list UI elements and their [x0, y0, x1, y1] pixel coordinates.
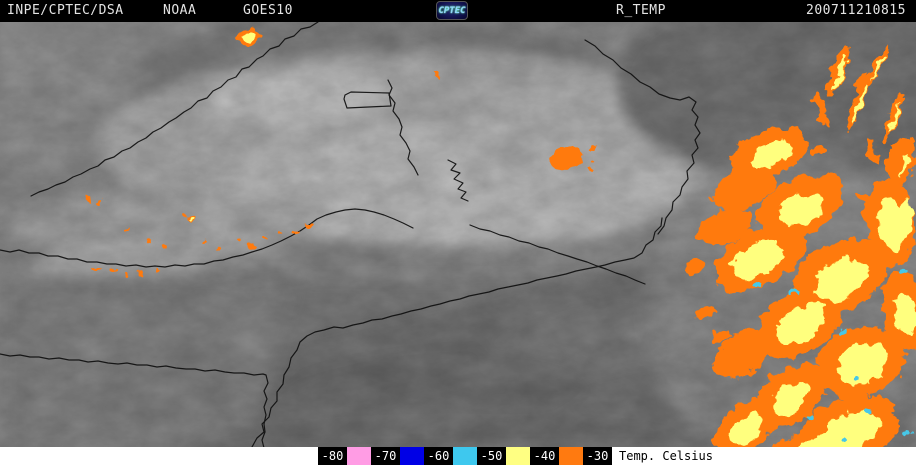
timestamp-label: 200711210815	[806, 3, 906, 18]
legend-label: -70	[371, 447, 400, 465]
header-bar: INPE/CPTEC/DSA NOAA GOES10 CPTEC R_TEMP …	[0, 0, 916, 22]
legend-label: -40	[530, 447, 559, 465]
product-label: R_TEMP	[616, 3, 666, 18]
border-parana	[0, 353, 269, 447]
border-scribble	[447, 159, 469, 202]
satellite-canvas	[0, 22, 916, 447]
border-mg-es	[584, 39, 701, 235]
legend-label: -50	[477, 447, 506, 465]
legend-title: Temp. Celsius	[619, 449, 713, 463]
border-northwest	[30, 22, 319, 197]
cptec-logo-text: CPTEC	[438, 5, 466, 16]
cptec-logo: CPTEC	[436, 1, 468, 20]
temperature-legend: -80 -70 -60 -50 -40 -30 Temp. Celsius	[318, 447, 713, 465]
operator-label: NOAA	[163, 3, 197, 18]
legend-label: -30	[583, 447, 612, 465]
satellite-label: GOES10	[243, 3, 293, 18]
border-df-rectangle	[343, 91, 392, 109]
border-sp-mg	[0, 208, 414, 268]
border-mg-rj	[469, 224, 646, 285]
overlay-cyan	[752, 269, 912, 445]
agency-label: INPE/CPTEC/DSA	[7, 3, 124, 18]
legend-bar: -80 -70 -60 -50 -40 -30 Temp. Celsius	[0, 447, 916, 465]
map-borders	[0, 22, 701, 447]
legend-swatch	[400, 447, 424, 465]
coastline	[251, 217, 663, 447]
overlay-yellow	[188, 32, 916, 447]
legend-swatch	[506, 447, 530, 465]
border-central-vertical	[387, 79, 419, 176]
legend-label: -80	[318, 447, 347, 465]
legend-swatch	[453, 447, 477, 465]
satellite-image	[0, 22, 916, 447]
legend-swatch	[559, 447, 583, 465]
legend-label: -60	[424, 447, 453, 465]
legend-swatch	[347, 447, 371, 465]
